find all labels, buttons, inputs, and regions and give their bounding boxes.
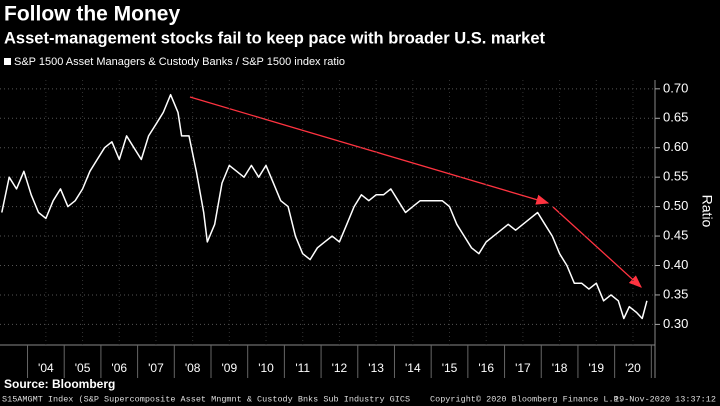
chart-subtitle: Asset-management stocks fail to keep pac…	[4, 29, 546, 47]
x-tick-label: '10	[258, 361, 274, 375]
timestamp: 19-Nov-2020 13:37:12	[614, 394, 716, 404]
x-tick-label: '13	[368, 361, 384, 375]
x-tick-label: '05	[75, 361, 91, 375]
y-tick-label: 0.45	[663, 227, 688, 242]
footer-left: S15AMGMT Index (S&P Supercomposite Asset…	[2, 394, 410, 404]
x-tick-label: '04	[38, 361, 54, 375]
legend-label: S&P 1500 Asset Managers & Custody Banks …	[14, 56, 345, 68]
x-tick-label: '16	[478, 361, 494, 375]
x-tick-label: '18	[552, 361, 568, 375]
legend-swatch	[4, 58, 11, 65]
y-tick-label: 0.65	[663, 110, 688, 125]
y-tick-label: 0.30	[663, 316, 688, 331]
x-tick-label: '19	[588, 361, 604, 375]
y-tick-label: 0.35	[663, 286, 688, 301]
x-tick-label: '11	[295, 361, 310, 375]
data-line	[1, 93, 648, 320]
x-tick-label: '12	[332, 361, 348, 375]
x-tick-label: '20	[625, 361, 641, 375]
x-tick-label: '17	[515, 361, 531, 375]
copyright: Copyright© 2020 Bloomberg Finance L.P.	[430, 394, 624, 404]
y-tick-label: 0.40	[663, 257, 688, 272]
trend-arrow	[552, 206, 642, 288]
y-tick-label: 0.60	[663, 139, 688, 154]
x-tick-label: '14	[405, 361, 421, 375]
y-axis-label: Ratio	[699, 195, 715, 228]
x-tick-label: '06	[111, 361, 127, 375]
chart-title: Follow the Money	[4, 3, 180, 26]
x-tick-label: '09	[222, 361, 238, 375]
x-tick-label: '15	[442, 361, 458, 375]
trend-arrow	[189, 96, 550, 205]
y-tick-label: 0.50	[663, 198, 688, 213]
x-tick-label: '07	[148, 361, 164, 375]
source: Source: Bloomberg	[4, 377, 115, 391]
y-tick-label: 0.55	[663, 169, 688, 184]
x-tick-label: '08	[185, 361, 201, 375]
y-tick-label: 0.70	[663, 80, 688, 95]
